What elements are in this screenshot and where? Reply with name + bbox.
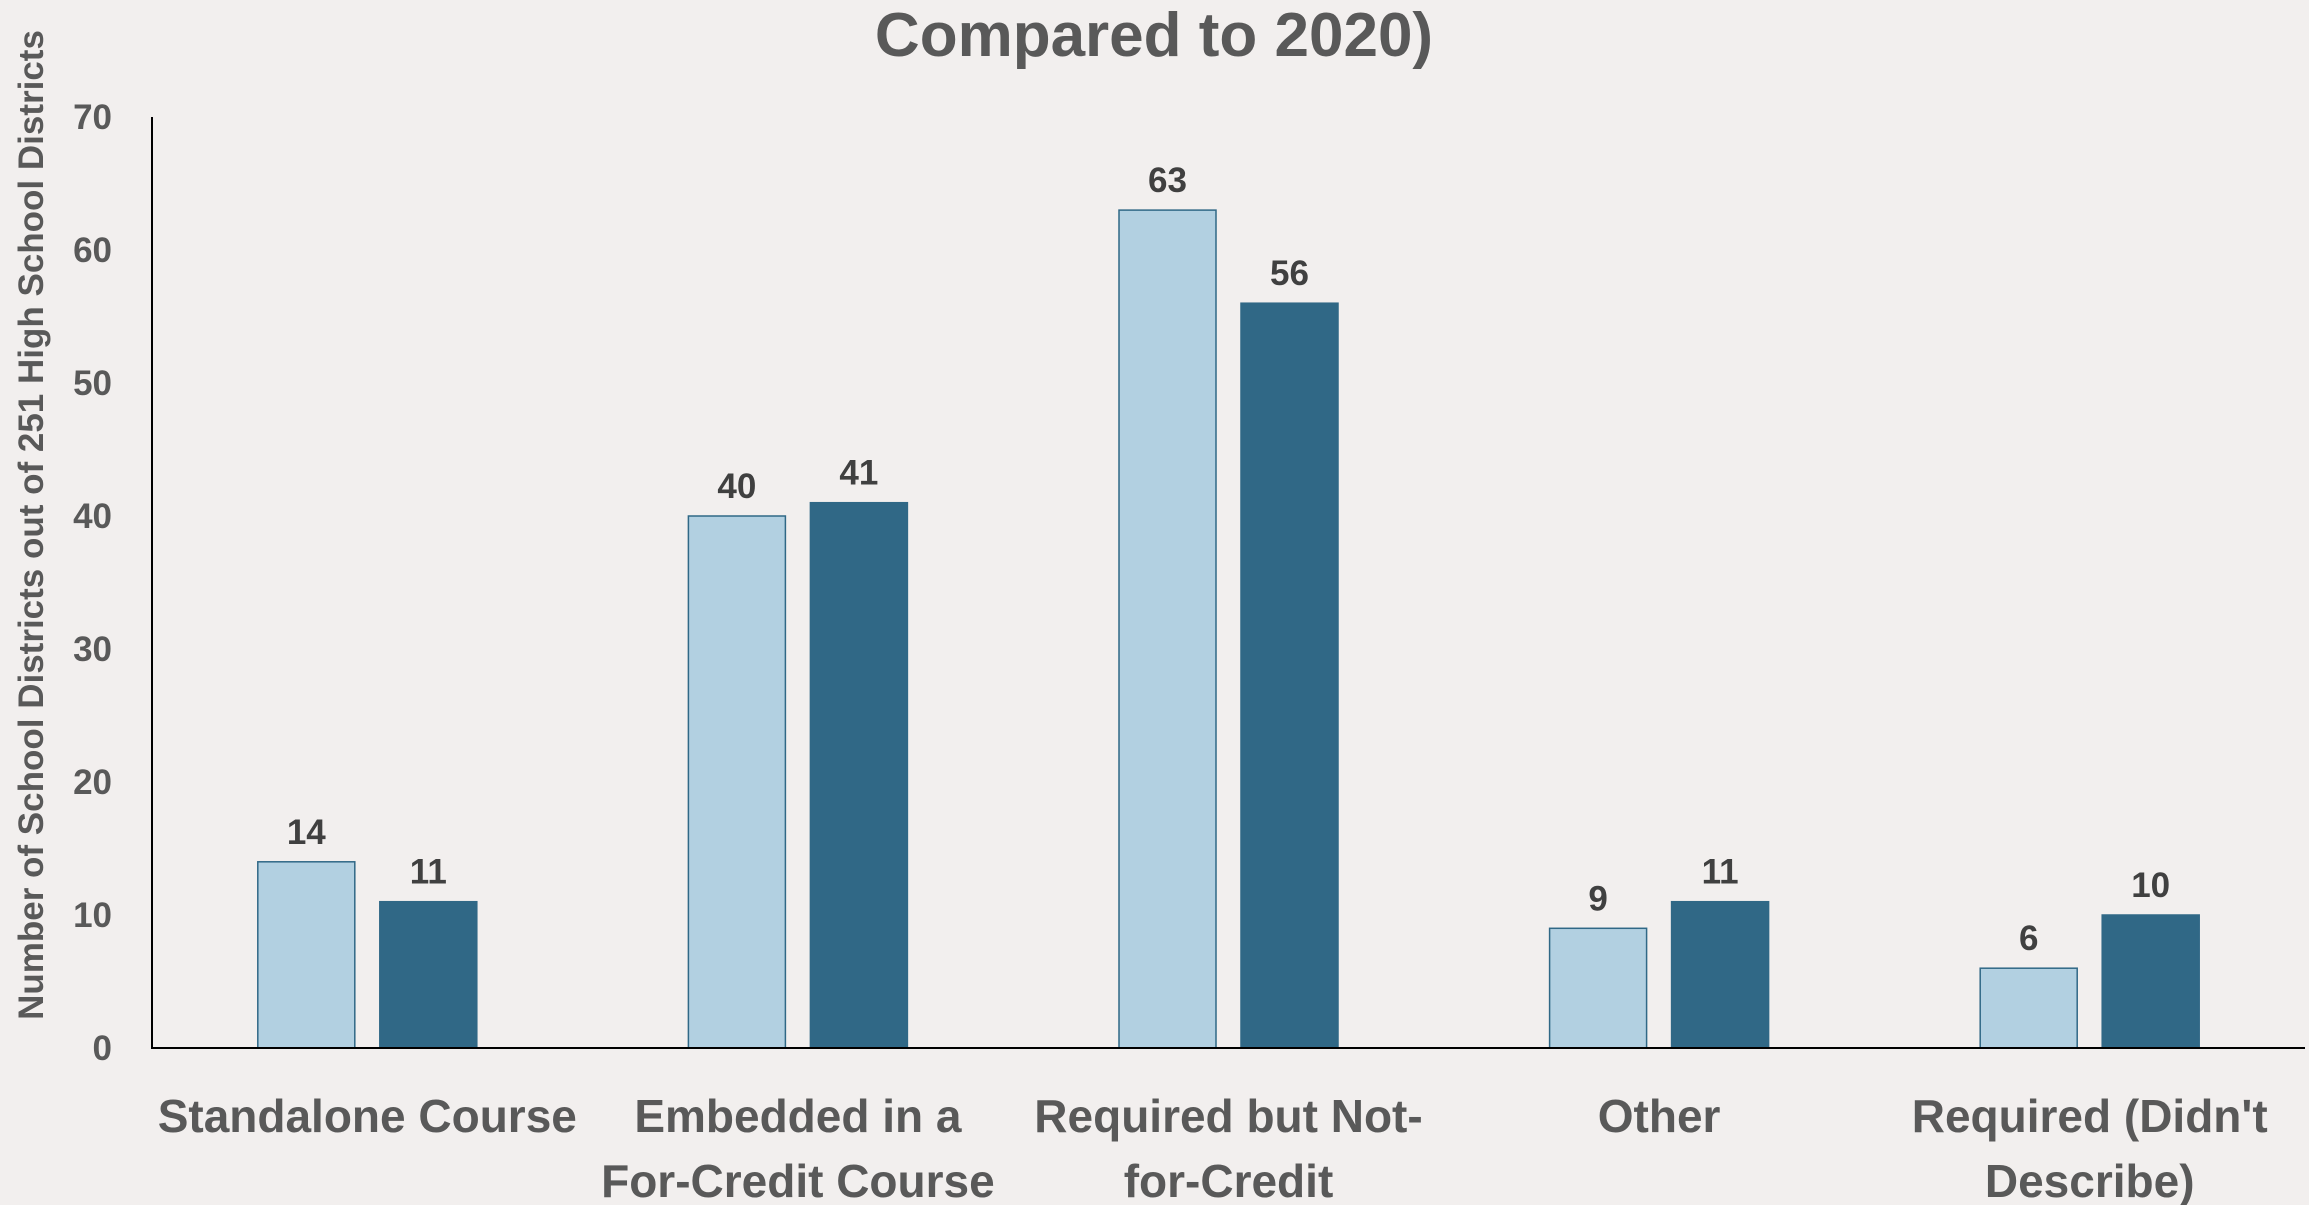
y-tick-label: 70 <box>73 98 112 137</box>
bar-series-1 <box>257 861 356 1049</box>
data-label: 10 <box>2131 866 2170 905</box>
bar-series-1 <box>1979 967 2078 1049</box>
data-label: 40 <box>717 467 756 506</box>
data-label: 56 <box>1270 254 1309 293</box>
data-label: 11 <box>1702 853 1739 892</box>
data-labels-group: 14 11 40 41 63 56 9 11 6 10 <box>287 161 2170 958</box>
y-tick-label: 60 <box>73 231 112 270</box>
y-axis-label: Number of School Districts out of 251 Hi… <box>12 30 51 1020</box>
y-tick-label: 40 <box>73 497 112 536</box>
bar-series-2 <box>809 501 909 1049</box>
y-tick-label: 50 <box>73 364 112 403</box>
bar-series-1 <box>1548 927 1648 1049</box>
data-label: 6 <box>2019 919 2038 958</box>
bar-series-1 <box>687 515 787 1049</box>
y-tick-label: 10 <box>73 896 112 935</box>
data-label: 63 <box>1148 161 1187 200</box>
data-label: 11 <box>410 853 447 892</box>
x-tick-label: Required but Not-for-Credit <box>1034 1090 1422 1205</box>
y-tick-label: 30 <box>73 630 112 669</box>
bars-group <box>257 209 2200 1049</box>
x-tick-label: Required (Didn't Describe) <box>1912 1090 2268 1205</box>
y-tick-label: 20 <box>73 763 112 802</box>
y-tick-label: 0 <box>93 1029 112 1068</box>
data-label: 14 <box>287 813 326 852</box>
x-tick-label: Embedded in a For-Credit Course <box>601 1090 995 1205</box>
data-label: 41 <box>839 454 878 493</box>
y-axis-ticks: 0 10 20 30 40 50 60 70 <box>73 98 112 1068</box>
data-label: 9 <box>1588 879 1607 918</box>
x-tick-label: Standalone Course <box>158 1090 577 1142</box>
bar-series-2 <box>1670 900 1770 1049</box>
chart-title: Compared to 2020) <box>875 1 1433 70</box>
bar-series-2 <box>379 900 478 1049</box>
bar-series-1 <box>1118 209 1217 1049</box>
bar-series-2 <box>2101 914 2200 1049</box>
x-axis-ticks: Standalone Course Embedded in a For-Credit… <box>158 1090 2268 1205</box>
x-tick-label: Other <box>1598 1090 1721 1142</box>
bar-series-2 <box>1240 302 1339 1049</box>
